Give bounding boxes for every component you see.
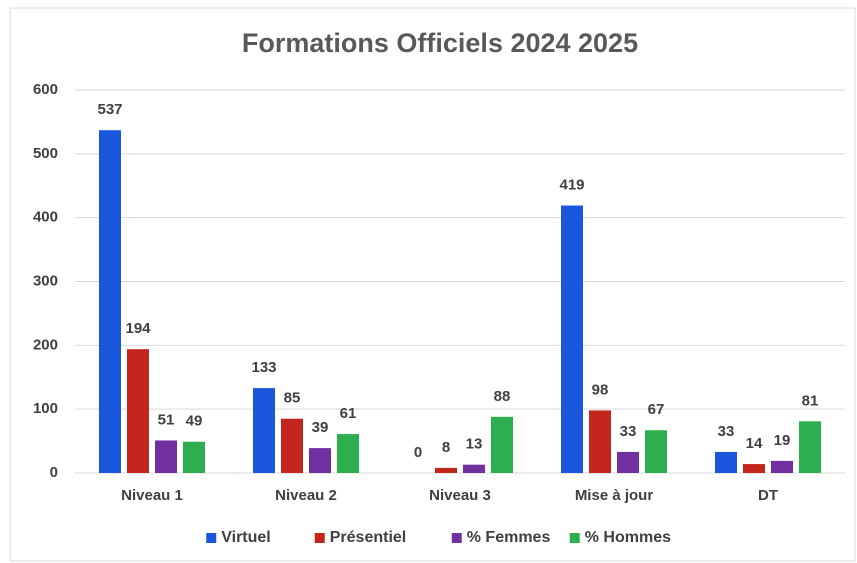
y-tick-label: 100 (33, 400, 58, 417)
chart-frame (9, 7, 856, 562)
bar (645, 430, 667, 473)
data-label: 133 (251, 359, 276, 376)
legend-swatch (314, 533, 325, 543)
bar (561, 205, 583, 473)
bar (589, 410, 611, 473)
bar (253, 388, 275, 473)
data-label: 33 (718, 423, 735, 440)
data-label: 13 (466, 436, 483, 453)
y-tick-label: 200 (33, 336, 58, 353)
bar (281, 418, 303, 473)
bar (799, 421, 821, 473)
bar (617, 451, 639, 473)
data-label: 39 (312, 419, 329, 436)
data-label: 85 (284, 390, 301, 407)
chart-title: Formations Officiels 2024 2025 (242, 28, 638, 58)
data-label: 419 (559, 177, 584, 194)
y-tick-label: 400 (33, 209, 58, 226)
bar (715, 451, 737, 473)
data-label: 98 (592, 381, 609, 398)
data-label: 61 (340, 405, 357, 422)
data-label: 8 (442, 439, 450, 456)
data-label: 14 (746, 435, 763, 452)
data-label: 67 (648, 401, 665, 418)
y-tick-label: 0 (50, 464, 58, 481)
bar (183, 441, 205, 473)
y-tick-label: 600 (33, 81, 58, 98)
x-tick-label: DT (758, 487, 778, 504)
data-label: 81 (802, 392, 819, 409)
x-tick-label: Mise à jour (575, 487, 654, 504)
bar (463, 464, 485, 473)
data-label: 51 (158, 411, 175, 428)
data-label: 0 (414, 444, 422, 461)
data-label: 33 (620, 423, 637, 440)
data-label: 49 (186, 413, 203, 430)
legend-label: Virtuel (221, 529, 271, 546)
bar (743, 464, 765, 473)
data-label: 88 (494, 388, 511, 405)
legend-label: % Femmes (467, 529, 551, 546)
y-tick-label: 500 (33, 145, 58, 162)
legend-swatch (451, 533, 462, 543)
bar (771, 460, 793, 473)
bar (127, 349, 149, 473)
bar (309, 448, 331, 473)
data-label: 537 (97, 101, 122, 118)
x-tick-label: Niveau 2 (275, 487, 337, 504)
bar (99, 130, 121, 473)
x-tick-label: Niveau 1 (121, 487, 183, 504)
data-label: 194 (125, 320, 151, 337)
legend-label: Présentiel (330, 529, 406, 546)
bar (155, 440, 177, 473)
bar (435, 467, 457, 473)
bar (491, 416, 513, 473)
legend-swatch (569, 533, 580, 543)
legend-swatch (206, 533, 217, 543)
data-label: 19 (774, 432, 791, 449)
legend-label: % Hommes (585, 529, 671, 546)
bar (337, 434, 359, 473)
x-tick-label: Niveau 3 (429, 487, 491, 504)
y-tick-label: 300 (33, 272, 58, 289)
